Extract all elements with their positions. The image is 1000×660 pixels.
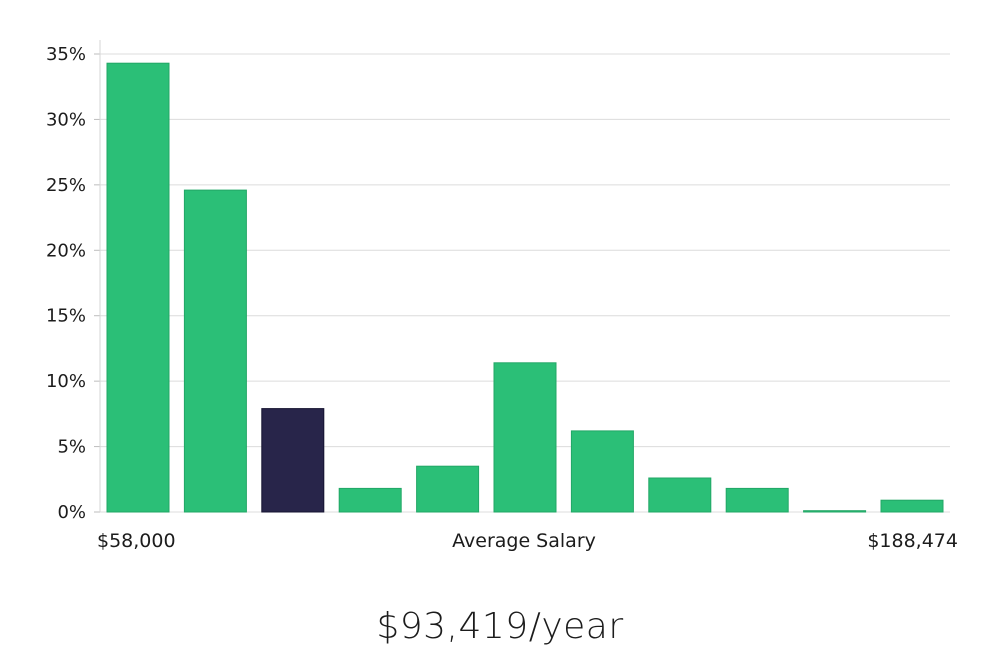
y-tick-label: 25%	[46, 175, 86, 196]
x-range-start-label: $58,000	[97, 530, 176, 552]
bar	[338, 487, 402, 513]
bar-highlighted	[261, 408, 325, 513]
bar	[183, 189, 247, 513]
y-tick-label: 20%	[46, 240, 86, 261]
y-tick-label: 5%	[57, 437, 86, 458]
x-axis-label: Average Salary	[452, 530, 596, 552]
bars	[106, 62, 944, 513]
bar	[493, 362, 557, 513]
y-tick-label: 0%	[57, 502, 86, 523]
y-tick-label: 15%	[46, 306, 86, 327]
y-axis-ticks: 0% 5% 10% 15% 20% 25% 30% 35%	[46, 44, 100, 523]
bar	[416, 465, 480, 513]
y-tick-label: 10%	[46, 371, 86, 392]
bar	[648, 477, 712, 513]
y-tick-label: 35%	[46, 44, 86, 65]
salary-histogram: 0% 5% 10% 15% 20% 25% 30% 35% $58,000 Average S…	[46, 40, 958, 552]
bar	[880, 499, 944, 513]
bar	[106, 62, 170, 513]
bar	[725, 487, 789, 513]
x-range-end-label: $188,474	[867, 530, 958, 552]
y-tick-label: 30%	[46, 109, 86, 130]
bar	[570, 430, 634, 513]
average-salary-headline: $93,419/year	[376, 606, 624, 647]
bar	[803, 510, 867, 513]
